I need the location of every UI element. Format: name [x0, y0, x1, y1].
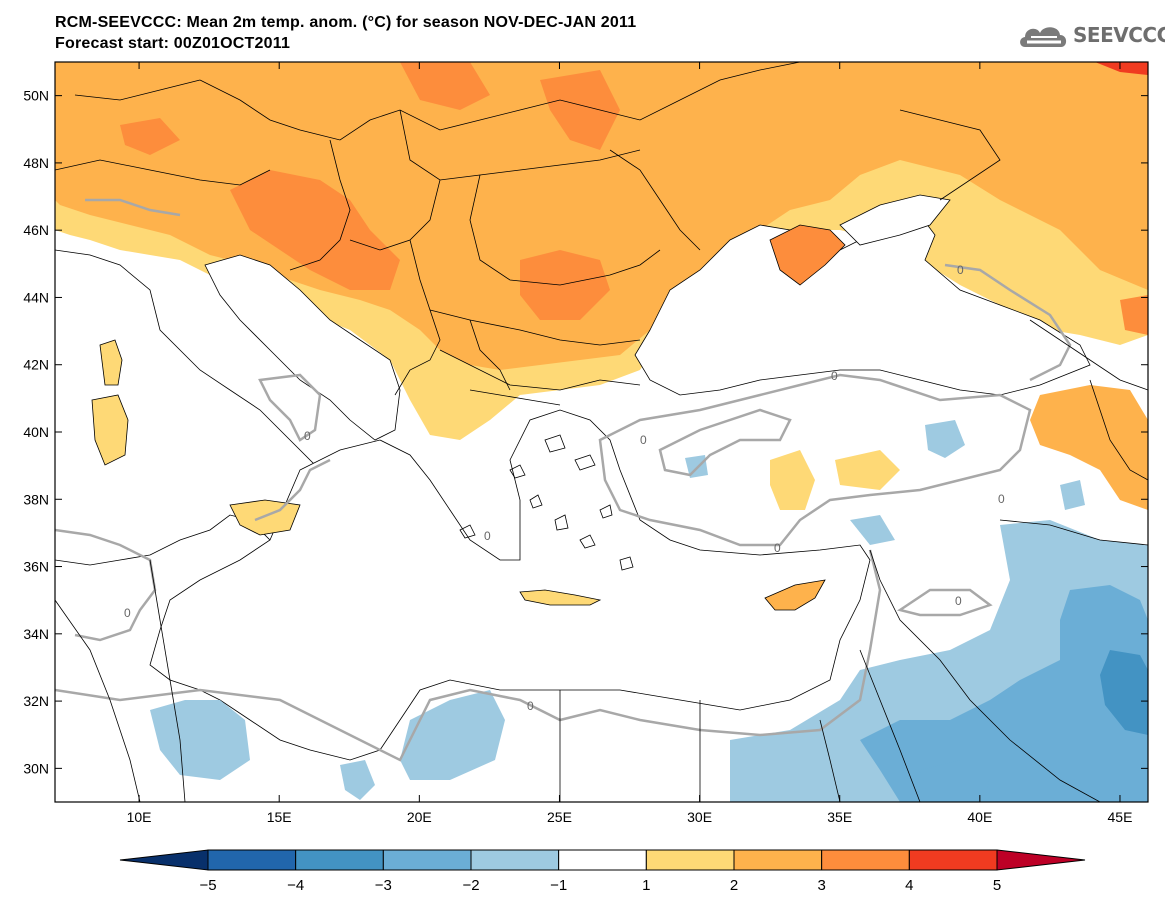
colorbar-label: −2	[462, 877, 479, 894]
anomaly-libya-cold-a	[150, 700, 250, 780]
anomaly-zone-plus4-b	[1095, 62, 1148, 75]
caucasus-warm-patch	[1030, 385, 1148, 510]
lon-tick-label: 40E	[967, 809, 992, 825]
seevccc-logo: SEEVCCC	[1017, 20, 1165, 50]
svg-text:0: 0	[774, 541, 781, 555]
colorbar-label: −5	[199, 877, 216, 894]
colorbar-max-arrow	[996, 849, 1086, 871]
crete	[519, 589, 602, 606]
lon-tick-label: 10E	[127, 809, 152, 825]
anomaly-zone-minus2	[860, 585, 1148, 802]
lat-tick-label: 34N	[23, 626, 49, 642]
svg-text:0: 0	[124, 606, 131, 620]
svg-text:0: 0	[304, 429, 311, 443]
colorbar-label: 2	[730, 877, 738, 894]
logo-text: SEEVCCC	[1073, 23, 1165, 47]
lat-tick-label: 38N	[23, 491, 49, 507]
colorbar-label: −4	[287, 877, 304, 894]
colorbar-swatch	[645, 849, 735, 871]
lon-tick-label: 20E	[407, 809, 432, 825]
anomaly-zone-plus3-f	[1120, 295, 1148, 335]
lat-tick-label: 40N	[23, 424, 49, 440]
colorbar-swatch	[908, 849, 998, 871]
lat-tick-label: 30N	[23, 760, 49, 776]
lat-tick-label: 44N	[23, 289, 49, 305]
lat-tick-label: 36N	[23, 559, 49, 575]
anomaly-zone-plus3-e	[540, 70, 620, 150]
lon-tick-label: 25E	[547, 809, 572, 825]
crimea	[769, 224, 846, 286]
svg-text:0: 0	[998, 492, 1005, 506]
title-line-1: RCM-SEEVCCC: Mean 2m temp. anom. (°C) fo…	[55, 14, 637, 31]
anomaly-zone-plus3-a	[230, 170, 400, 290]
lon-tick-label: 45E	[1108, 809, 1133, 825]
colorbar-label: 4	[905, 877, 913, 894]
colorbar-swatch	[382, 849, 472, 871]
colorbar-swatch	[558, 849, 647, 871]
lon-tick-label: 30E	[687, 809, 712, 825]
sea-of-azov	[839, 194, 951, 246]
colorbar: −5 −4 −3 −2 −1 1 2 3 4 5	[119, 849, 1086, 894]
anatolia-warm-patch-b	[835, 450, 900, 490]
lon-tick-label: 35E	[827, 809, 852, 825]
colorbar-label: 5	[993, 877, 1001, 894]
country-borders	[55, 62, 1148, 802]
anomaly-zone-plus3-c	[400, 62, 490, 110]
anomaly-zone-plus3-b	[520, 250, 610, 320]
lon-tick-label: 15E	[267, 809, 292, 825]
colorbar-label: 1	[642, 877, 650, 894]
adriatic-sea	[204, 254, 401, 441]
lat-tick-label: 46N	[23, 222, 49, 238]
lat-axis: 50N 48N 46N 44N 42N 40N 38N 36N 34N 32N 30N	[23, 88, 1148, 776]
colorbar-label: 3	[817, 877, 825, 894]
svg-text:0: 0	[957, 263, 964, 277]
svg-text:0: 0	[831, 369, 838, 383]
colorbar-swatch	[207, 849, 297, 871]
aegean-islands	[459, 434, 634, 571]
colorbar-swatch	[470, 849, 560, 871]
sardinia	[91, 394, 129, 466]
anomaly-zone-minus3	[1100, 650, 1148, 735]
colorbar-label: −1	[550, 877, 567, 894]
cyprus	[764, 579, 826, 611]
anomaly-turkey-cold-b	[685, 455, 708, 478]
anomaly-libya-cold-c	[340, 760, 375, 800]
colorbar-min-arrow	[119, 849, 209, 871]
svg-text:0: 0	[527, 699, 534, 713]
svg-text:0: 0	[955, 594, 962, 608]
svg-text:0: 0	[640, 433, 647, 447]
lat-tick-label: 50N	[23, 88, 49, 104]
svg-text:0: 0	[484, 529, 491, 543]
colorbar-swatch	[821, 849, 910, 871]
colorbar-swatch	[733, 849, 823, 871]
anomaly-zone-plus3-d	[120, 118, 180, 155]
title-line-2: Forecast start: 00Z01OCT2011	[55, 35, 291, 52]
anomaly-turkey-cold-c	[1060, 480, 1085, 510]
map-title: RCM-SEEVCCC: Mean 2m temp. anom. (°C) fo…	[55, 12, 636, 54]
colorbar-label: −3	[375, 877, 392, 894]
lat-tick-label: 32N	[23, 693, 49, 709]
lat-tick-label: 48N	[23, 155, 49, 171]
lon-axis: 10E 15E 20E 25E 30E 35E 40E 45E	[127, 62, 1133, 825]
anomaly-zone-minus2-b	[920, 760, 990, 802]
anomaly-libya-cold-b	[400, 690, 505, 780]
anomaly-turkey-cold-a	[925, 420, 965, 458]
corsica	[99, 339, 123, 386]
colorbar-swatch	[295, 849, 384, 871]
lat-tick-label: 42N	[23, 357, 49, 373]
anatolia-warm-patch-a	[770, 450, 815, 510]
anomaly-turkey-cold-d	[850, 515, 895, 545]
anomaly-zone-plus2	[55, 62, 1148, 370]
map-fields: 0 0 0 0 0 0 0 0 0 0	[55, 62, 1148, 802]
contour-labels: 0 0 0 0 0 0 0 0 0 0	[124, 263, 1005, 713]
cloud-logo-icon	[1020, 27, 1067, 47]
